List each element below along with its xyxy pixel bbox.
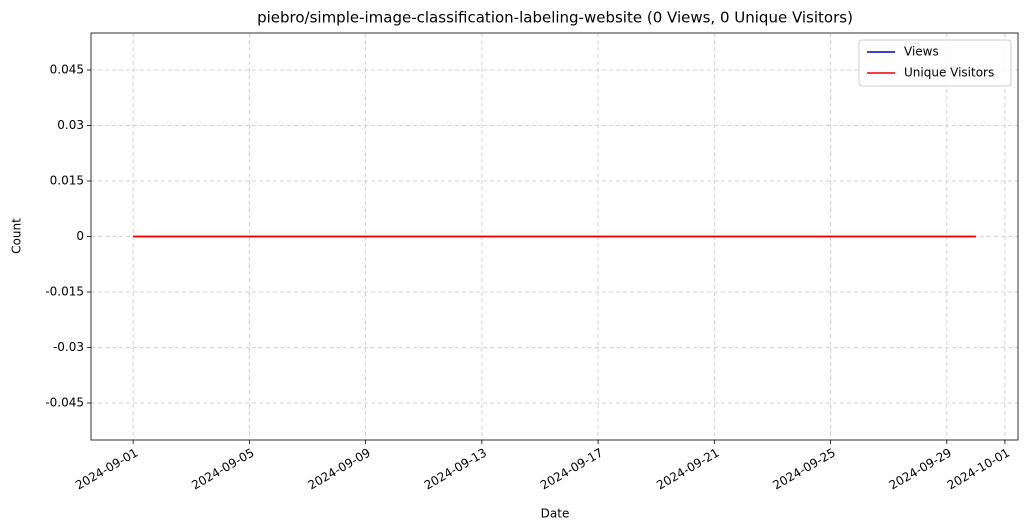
y-tick-label: -0.045	[45, 396, 84, 410]
y-tick-label: 0	[76, 229, 84, 243]
plot-frame	[90, 32, 1019, 441]
legend-box	[858, 39, 1012, 87]
x-axis-label: Date	[541, 507, 570, 521]
chart-title: piebro/simple-image-classification-label…	[257, 9, 853, 27]
legend-label: Views	[904, 45, 939, 59]
y-tick-label: -0.03	[53, 340, 84, 354]
y-tick-label: 0.015	[50, 174, 84, 188]
legend-label: Unique Visitors	[904, 66, 994, 80]
y-tick-label: 0.03	[57, 118, 84, 132]
y-tick-label: -0.015	[45, 285, 84, 299]
y-axis-label: Count	[10, 218, 24, 254]
y-tick-label: 0.045	[50, 63, 84, 77]
